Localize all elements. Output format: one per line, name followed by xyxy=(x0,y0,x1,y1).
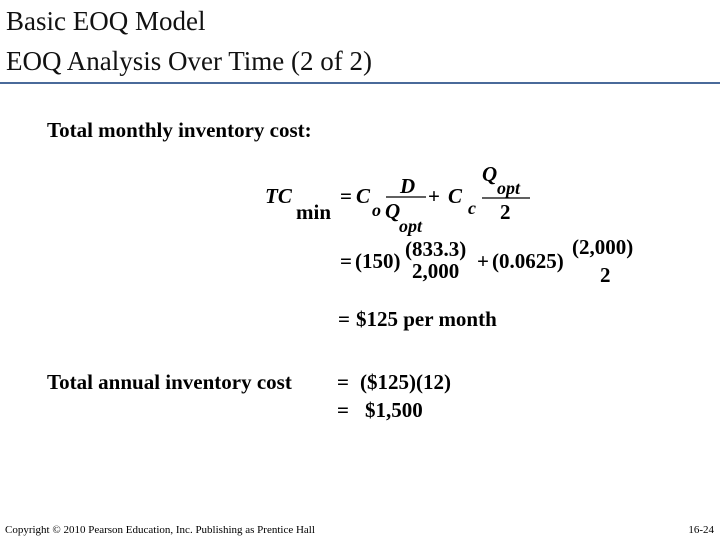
formula-token: 2,000 xyxy=(412,259,459,283)
formula-token: 2 xyxy=(500,200,511,224)
result: $125 per month xyxy=(356,307,497,331)
result: $1,500 xyxy=(365,398,423,422)
formula-token: = xyxy=(338,307,350,331)
formula-token: Q xyxy=(385,199,400,223)
formula-token: = xyxy=(340,184,352,208)
formula-token: (150) xyxy=(355,249,401,273)
formula-token: opt xyxy=(399,216,423,236)
formula-token: = xyxy=(337,398,349,422)
formula-token: (833.3) xyxy=(405,237,466,261)
formula-token: C xyxy=(448,184,463,208)
title-line: EOQ Analysis Over Time (2 of 2) xyxy=(6,46,372,76)
formula-token: o xyxy=(372,200,381,220)
formula-token: opt xyxy=(497,178,521,198)
copyright: Copyright © 2010 Pearson Education, Inc.… xyxy=(5,524,315,536)
formula-token: (0.0625) xyxy=(492,249,564,273)
label: Total annual inventory cost xyxy=(47,370,292,394)
formula-token: C xyxy=(356,184,371,208)
formula-token: + xyxy=(477,249,489,273)
formula-token: = xyxy=(337,370,349,394)
formula-token: + xyxy=(428,184,440,208)
formula-token: Q xyxy=(482,162,497,186)
formula-token: 2 xyxy=(600,263,611,287)
formula-token: D xyxy=(399,174,415,198)
label: Total monthly inventory cost: xyxy=(47,118,312,142)
formula-token: (2,000) xyxy=(572,235,633,259)
page-number: 16-24 xyxy=(688,524,714,536)
result: ($125)(12) xyxy=(360,370,451,394)
formula-token: c xyxy=(468,198,476,218)
formula-token: TC xyxy=(265,184,293,208)
title-line: Basic EOQ Model xyxy=(6,6,205,36)
formula-token: = xyxy=(340,249,352,273)
formula-token: min xyxy=(296,200,331,224)
